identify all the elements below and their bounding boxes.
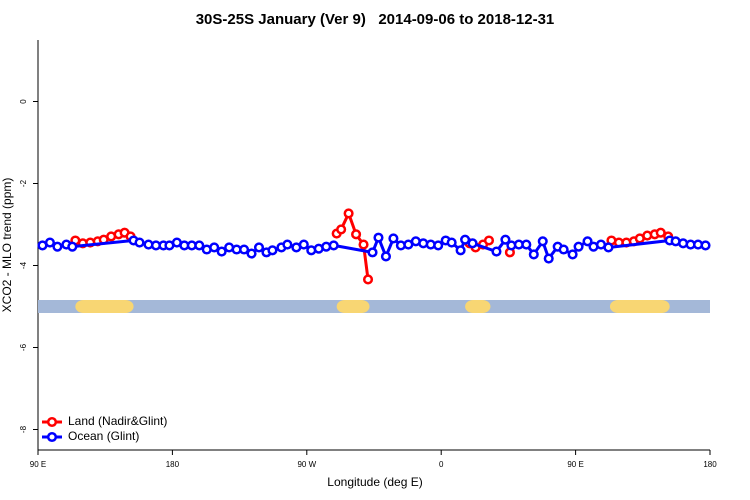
land-band [609,300,670,313]
data-point [655,227,666,238]
data-point [582,236,593,247]
data-point [491,246,502,257]
x-tick-label: 180 [703,460,717,469]
data-point [388,233,399,244]
data-point [455,245,466,256]
data-point [239,244,250,255]
data-point [603,242,614,253]
data-point [543,253,554,264]
data-point [528,249,539,260]
data-point [537,236,548,247]
chart-title: 30S-25S January (Ver 9) 2014-09-06 to 20… [196,11,555,28]
x-tick-label: 90 E [30,460,46,469]
y-tick-label: -4 [19,261,28,269]
data-point [328,240,339,251]
data-point [52,241,63,252]
data-point [367,247,378,258]
x-tick-label: 90 E [567,460,583,469]
data-point [282,239,293,250]
ocean-band [38,300,710,313]
data-point [467,238,478,249]
data-point [558,244,569,255]
legend-label: Land (Nadir&Glint) [68,414,167,428]
land-band [336,300,370,313]
data-point [336,224,347,235]
data-point [209,242,220,253]
data-point [194,240,205,251]
data-point [700,240,711,251]
data-point [433,240,444,251]
y-tick-label: -6 [19,343,28,351]
x-axis-label: Longitude (deg E) [327,475,422,489]
data-point [521,239,532,250]
data-point [500,234,511,245]
data-point [246,248,257,259]
data-point [362,274,374,285]
legend-label: Ocean (Glint) [68,429,139,443]
x-tick-label: 90 W [297,460,316,469]
data-point [44,237,55,248]
data-point [134,237,145,248]
legend-marker [46,416,58,428]
x-tick-label: 180 [166,460,180,469]
data-point [567,249,578,260]
land-band [75,300,134,313]
data-point [573,241,584,252]
data-point [380,251,391,262]
data-point [216,246,227,257]
data-point [267,245,278,256]
y-tick-label: 0 [19,99,28,104]
data-point [343,208,354,219]
y-tick-label: -2 [19,179,28,187]
y-axis-label: XCO2 - MLO trend (ppm) [0,178,14,313]
data-point [67,241,78,252]
data-point [483,235,495,246]
data-point [373,232,384,243]
data-point [298,239,309,250]
data-point [446,237,457,248]
data-point [253,242,265,253]
land-band [465,300,491,313]
data-point [460,234,471,245]
data-point [358,239,369,250]
y-tick-label: -8 [19,425,28,433]
x-tick-label: 0 [439,460,444,469]
data-point [351,229,362,240]
legend-marker [46,431,58,443]
